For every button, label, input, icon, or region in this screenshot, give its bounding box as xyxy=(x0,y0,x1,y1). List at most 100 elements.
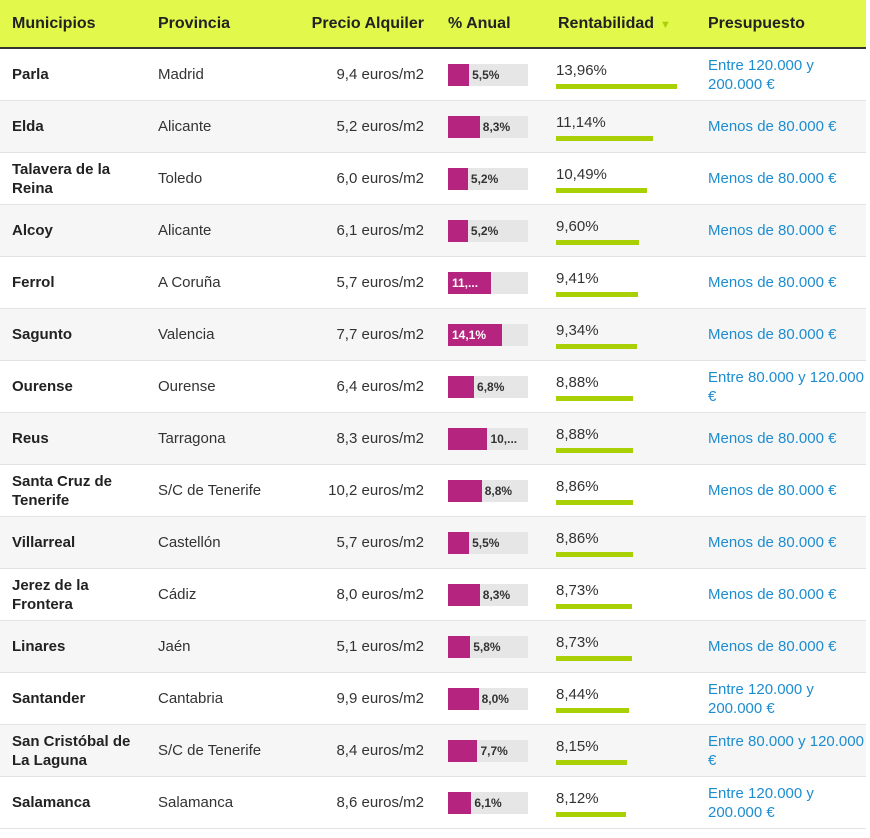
column-header[interactable]: Municipios xyxy=(0,0,146,49)
municipio: Alcoy xyxy=(0,204,146,257)
anual-bar xyxy=(448,63,470,86)
precio: 6,4 euros/m2 xyxy=(274,360,436,413)
table-row: Parla Madrid 9,4 euros/m2 5,5% 13,96% Entre 1… xyxy=(0,48,866,101)
anual-cell: 8,0% xyxy=(436,672,546,725)
rentabilidad-cell: 8,73% xyxy=(546,620,696,673)
precio: 6,0 euros/m2 xyxy=(274,152,436,205)
presupuesto: Menos de 80.000 € xyxy=(696,308,866,361)
table-row: Sagunto Valencia 7,7 euros/m2 14,1% 9,34% Men… xyxy=(0,308,866,361)
municipio: Ferrol xyxy=(0,256,146,309)
rentabilidad-cell: 8,73% xyxy=(546,568,696,621)
rentabilidad-cell: 8,88% xyxy=(546,360,696,413)
precio: 5,1 euros/m2 xyxy=(274,620,436,673)
table-row: Talavera de la Reina Toledo 6,0 euros/m2 5,… xyxy=(0,152,866,205)
table-row: Alcoy Alicante 6,1 euros/m2 5,2% 9,60% Menos … xyxy=(0,204,866,257)
provincia: A Coruña xyxy=(146,256,274,309)
rentabilidad-bar xyxy=(556,707,630,713)
anual-cell: 6,8% xyxy=(436,360,546,413)
bar-track: 7,7% xyxy=(448,739,528,762)
rentabilidad-bar xyxy=(556,603,632,609)
header-text: Municipios xyxy=(12,14,96,32)
table-row: Santander Cantabria 9,9 euros/m2 8,0% 8,44% E… xyxy=(0,672,866,725)
bar-track: 5,2% xyxy=(448,219,528,242)
anual-bar xyxy=(448,531,470,554)
presupuesto: Entre 120.000 y 200.000 € xyxy=(696,48,866,101)
column-header[interactable]: Presupuesto xyxy=(696,0,866,49)
rentabilidad-bar xyxy=(556,811,627,817)
municipio: Talavera de la Reina xyxy=(0,152,146,205)
anual-cell: 14,1% xyxy=(436,308,546,361)
anual-label: 5,2% xyxy=(470,171,499,186)
provincia: Toledo xyxy=(146,152,274,205)
municipio: Reus xyxy=(0,412,146,465)
provincia: Ourense xyxy=(146,360,274,413)
header-text: Presupuesto xyxy=(708,14,805,32)
presupuesto: Menos de 80.000 € xyxy=(696,152,866,205)
precio: 7,7 euros/m2 xyxy=(274,308,436,361)
rentabilidad-label: 8,86% xyxy=(556,529,599,547)
column-header[interactable]: Rentabilidad ▼ xyxy=(546,0,696,49)
municipio: Linares xyxy=(0,620,146,673)
presupuesto: Menos de 80.000 € xyxy=(696,620,866,673)
precio: 8,0 euros/m2 xyxy=(274,568,436,621)
rentabilidad-bar xyxy=(556,83,677,89)
rentabilidad-label: 9,60% xyxy=(556,217,599,235)
rentabilidad-bar xyxy=(556,499,633,505)
anual-label: 8,0% xyxy=(481,691,509,706)
rentabilidad-bar xyxy=(556,291,638,297)
bar-track: 10,... xyxy=(448,427,528,450)
bar-track: 11,... xyxy=(448,271,528,294)
anual-label: 8,3% xyxy=(482,587,511,602)
anual-label: 5,8% xyxy=(473,639,501,654)
anual-label: 11,... xyxy=(452,275,479,290)
anual-label: 5,5% xyxy=(472,535,500,550)
provincia: Cádiz xyxy=(146,568,274,621)
anual-bar xyxy=(448,323,502,346)
precio: 9,4 euros/m2 xyxy=(274,48,436,101)
rentabilidad-bar xyxy=(556,759,627,765)
provincia: Tarragona xyxy=(146,412,274,465)
anual-label: 5,2% xyxy=(470,223,499,238)
sort-icon[interactable]: ▼ xyxy=(660,18,671,31)
anual-bar xyxy=(448,115,480,138)
rentabilidad-cell: 8,15% xyxy=(546,724,696,777)
rentabilidad-cell: 8,86% xyxy=(546,464,696,517)
anual-label: 6,1% xyxy=(474,795,502,810)
anual-bar xyxy=(448,219,468,242)
rentabilidad-label: 9,34% xyxy=(556,321,599,339)
municipio: Parla xyxy=(0,48,146,101)
provincia: Alicante xyxy=(146,100,274,153)
rentabilidad-cell: 11,14% xyxy=(546,100,696,153)
rentabilidad-bar xyxy=(556,135,653,141)
precio: 6,1 euros/m2 xyxy=(274,204,436,257)
anual-bar xyxy=(448,583,480,606)
municipio: Jerez de la Frontera xyxy=(0,568,146,621)
table-row: Reus Tarragona 8,3 euros/m2 10,... 8,88% Meno… xyxy=(0,412,866,465)
municipio: San Cristóbal de La Laguna xyxy=(0,724,146,777)
anual-label: 14,1% xyxy=(452,327,487,342)
anual-bar xyxy=(448,635,471,658)
precio: 9,9 euros/m2 xyxy=(274,672,436,725)
anual-cell: 5,5% xyxy=(436,516,546,569)
rentabilidad-label: 10,49% xyxy=(556,165,607,183)
rentabilidad-label: 11,14% xyxy=(556,113,606,131)
presupuesto: Menos de 80.000 € xyxy=(696,256,866,309)
rentabilidad-cell: 9,60% xyxy=(546,204,696,257)
table-row: Salamanca Salamanca 8,6 euros/m2 6,1% 8,12% E… xyxy=(0,776,866,829)
bar-track: 5,8% xyxy=(448,635,528,658)
presupuesto: Menos de 80.000 € xyxy=(696,412,866,465)
header-row: Municipios Provincia Precio Alquiler % Anua… xyxy=(0,0,866,49)
rentabilidad-bar xyxy=(556,239,640,245)
column-header[interactable]: % Anual xyxy=(436,0,546,49)
header-text: Provincia xyxy=(158,14,231,32)
column-header[interactable]: Precio Alquiler xyxy=(274,0,436,49)
table-row: Ferrol A Coruña 5,7 euros/m2 11,... 9,41% Men… xyxy=(0,256,866,309)
anual-label: 5,5% xyxy=(472,67,500,82)
rentabilidad-bar xyxy=(556,655,632,661)
rentabilidad-label: 8,73% xyxy=(556,581,599,599)
bar-track: 8,3% xyxy=(448,583,528,606)
anual-cell: 11,... xyxy=(436,256,546,309)
anual-label: 7,7% xyxy=(480,743,508,758)
column-header[interactable]: Provincia xyxy=(146,0,274,49)
rentabilidad-bar xyxy=(556,551,633,557)
